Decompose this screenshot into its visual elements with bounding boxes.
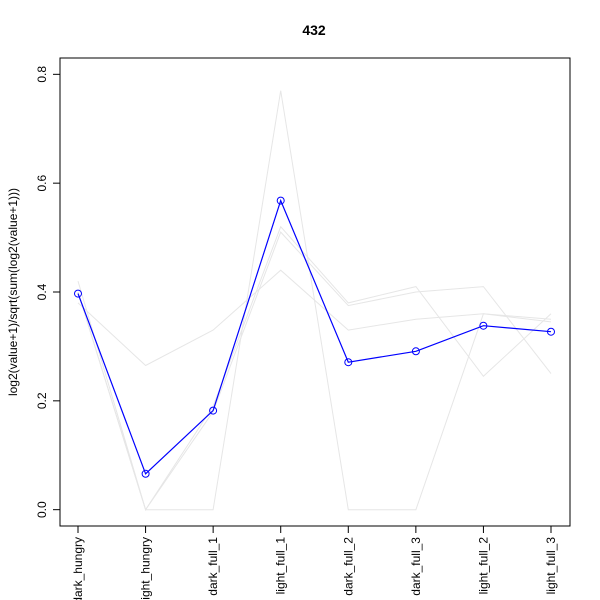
x-tick-label-light_full_2: light_full_2: [476, 537, 490, 595]
y-tick-label: 0.6: [35, 174, 49, 191]
data-point-dark_full_1: [209, 406, 218, 415]
data-point-light_full_1: [276, 196, 285, 205]
x-tick-label-light_hungry: light_hungry: [139, 537, 153, 600]
data-point-light_full_3: [547, 327, 555, 336]
y-tick-label: 0.2: [35, 392, 49, 409]
y-tick-label: 0.0: [35, 501, 49, 518]
highlight-series-group: [74, 196, 555, 478]
data-point-dark_full_2: [344, 358, 353, 367]
background-series-line-2: [77, 269, 552, 367]
highlight-series-line: [77, 198, 552, 475]
x-axis: dark_hungry light_hungry dark_full_1 light_…: [71, 525, 558, 600]
x-tick-label-dark_full_3: dark_full_3: [409, 537, 423, 596]
chart-title: 432: [302, 22, 326, 38]
data-point-dark_full_3: [411, 347, 420, 356]
plot-frame: [59, 57, 571, 527]
x-tick-label-light_full_1: light_full_1: [274, 537, 288, 595]
x-tick-label-dark_full_1: dark_full_1: [206, 537, 220, 596]
background-series-line-4: [77, 231, 552, 511]
background-series-group: [77, 90, 552, 511]
y-axis-title: log2(value+1)/sqrt(sum(log2(value+1))): [6, 188, 20, 396]
y-axis: 0.0 0.2 0.4 0.6 0.8: [35, 66, 61, 518]
x-tick-label-dark_hungry: dark_hungry: [71, 537, 85, 600]
data-point-light_full_2: [479, 321, 488, 330]
data-point-dark_hungry: [74, 289, 82, 298]
data-point-light_hungry: [141, 469, 150, 478]
x-tick-label-dark_full_2: dark_full_2: [341, 537, 355, 596]
y-tick-label: 0.8: [35, 66, 49, 83]
background-series-line-3: [77, 225, 552, 511]
y-tick-label: 0.4: [35, 283, 49, 300]
x-tick-label-light_full_3: light_full_3: [544, 537, 558, 595]
